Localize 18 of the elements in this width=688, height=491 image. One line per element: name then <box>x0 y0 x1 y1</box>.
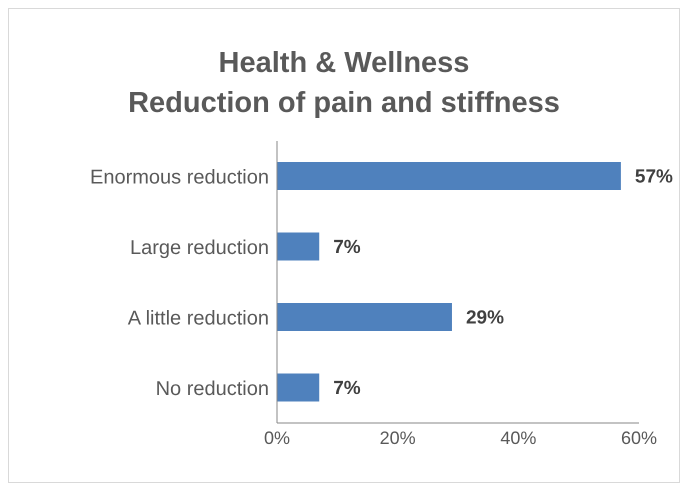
x-tick-label: 20% <box>380 428 416 448</box>
x-tick-label: 40% <box>500 428 536 448</box>
y-tick-label: Large reduction <box>130 236 269 259</box>
bar <box>277 303 452 331</box>
x-tick-label: 60% <box>620 428 658 448</box>
y-tick-label: A little reduction <box>128 307 269 330</box>
x-tick-label: 0% <box>264 428 290 448</box>
y-tick-label: Enormous reduction <box>90 166 269 188</box>
data-label: 7% <box>333 378 361 400</box>
data-label: 7% <box>333 237 361 258</box>
data-label: 57% <box>634 166 674 188</box>
y-tick-label: No reduction <box>156 378 269 400</box>
bar <box>277 374 320 402</box>
data-label: 29% <box>466 308 504 329</box>
chart-subtitle: Reduction of pain and stiffness <box>127 86 561 121</box>
bar <box>277 162 621 190</box>
bar <box>277 232 320 260</box>
chart-title: Health & Wellness <box>218 46 470 81</box>
